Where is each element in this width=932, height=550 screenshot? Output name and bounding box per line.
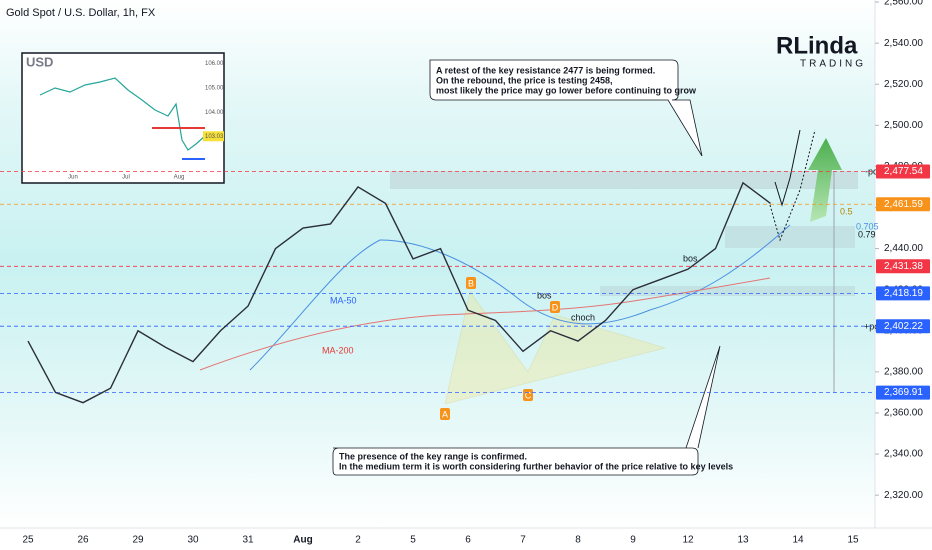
level-badge [876, 286, 930, 301]
logo-sub: TRADING [800, 59, 866, 70]
y-tick-label: 2,500.00 [884, 120, 923, 131]
point-badge [523, 389, 533, 401]
projection-path [774, 129, 801, 207]
annotation-line: most likely the price may go lower befor… [436, 85, 697, 95]
y-tick-label: 2,560.00 [884, 0, 923, 8]
x-tick-label: 8 [575, 535, 581, 546]
projection-path-alt [769, 129, 816, 242]
y-tick-label: 2,360.00 [884, 408, 923, 419]
x-tick-label: 5 [410, 535, 416, 546]
inset-frame [21, 52, 225, 184]
x-tick-label: 29 [132, 535, 144, 546]
fib-label: 0.5 [840, 206, 853, 216]
x-tick-label: 15 [847, 535, 859, 546]
point-label: C [525, 390, 532, 400]
callout-box [429, 59, 703, 157]
ma-label: MA-50 [330, 295, 357, 305]
y-tick-label: 2,320.00 [884, 490, 923, 501]
level-label: 2,402.22 [884, 321, 923, 332]
x-tick-label: 14 [792, 535, 804, 546]
pattern-points: A B C D [440, 277, 560, 420]
x-tick-label: 7 [520, 535, 526, 546]
inset-tick-label: 106.00 [205, 61, 224, 67]
ma-200-line [199, 277, 771, 371]
level-label: 2,461.59 [884, 199, 923, 210]
structure-label: choch [571, 312, 595, 322]
x-tick-label: 13 [737, 535, 749, 546]
x-tick-label: 31 [242, 535, 254, 546]
poi-label: -poi [865, 166, 880, 176]
x-tick-label: 6 [465, 535, 471, 546]
inset-tick-label: 105.00 [205, 86, 224, 92]
inset-month: Aug [174, 175, 185, 181]
logo-name: RLinda [776, 32, 858, 59]
inset-tick-label: 104.00 [205, 110, 224, 116]
fib-label: 0.79 [858, 229, 876, 239]
resistance-zone [390, 171, 858, 189]
fib-label: 0.705 [856, 221, 879, 231]
inset-month: Jul [122, 175, 130, 181]
x-tick-label: 2 [355, 535, 361, 546]
inset-axis: 106.00 105.00 104.00 103.03 Jun Jul Aug [68, 61, 224, 181]
level-badge [876, 197, 930, 212]
x-tick-label: 30 [187, 535, 199, 546]
y-tick-label: 2,520.00 [884, 79, 923, 90]
inset-price [39, 77, 206, 151]
level-badge [876, 319, 930, 334]
growth-arrow [808, 138, 842, 222]
point-label: D [552, 302, 559, 312]
inset-price-badge [203, 131, 224, 142]
point-badge [440, 408, 450, 420]
support-zone [600, 286, 855, 296]
level-label: 2,431.38 [884, 261, 923, 272]
point-label: A [442, 409, 448, 419]
annotation-line: In the medium term it is worth consideri… [339, 461, 733, 471]
point-badge [550, 301, 560, 313]
level-label: 2,369.91 [884, 387, 923, 398]
x-tick-label: 26 [77, 535, 89, 546]
level-badge [876, 164, 930, 179]
annotation-line: A retest of the key resistance 2477 is b… [436, 65, 655, 75]
x-tick-label: Aug [293, 535, 312, 546]
x-tick-label: 25 [22, 535, 34, 546]
chart-title: Gold Spot / U.S. Dollar, 1h, FX [6, 7, 156, 19]
annotation-line: On the rebound, the price is testing 245… [436, 75, 613, 85]
level-label: 2,477.54 [884, 166, 923, 177]
y-tick-label: 2,440.00 [884, 243, 923, 254]
y-tick-label: 2,540.00 [884, 38, 923, 49]
x-tick-label: 12 [682, 535, 694, 546]
fib-zone [725, 226, 855, 248]
ma-label: MA-200 [322, 345, 354, 355]
price-line [27, 181, 771, 404]
poi-label: +poi [864, 321, 881, 331]
annotation-line: The presence of the key range is confirm… [339, 451, 527, 461]
inset-month: Jun [68, 175, 78, 181]
y-tick-label: 2,340.00 [884, 449, 923, 460]
inset-tick-label: 103.03 [205, 134, 224, 140]
level-label: 2,418.19 [884, 288, 923, 299]
harmonic-pattern [444, 291, 667, 405]
point-badge [466, 277, 476, 289]
level-badge [876, 385, 930, 400]
x-tick-label: 9 [630, 535, 636, 546]
structure-label: bos [537, 290, 552, 300]
level-badge [876, 259, 930, 274]
inset-title: USD [26, 54, 53, 69]
callout-box [332, 345, 721, 476]
point-label: B [468, 278, 474, 288]
structure-label: bos [683, 253, 698, 263]
y-tick-label: 2,380.00 [884, 367, 923, 378]
